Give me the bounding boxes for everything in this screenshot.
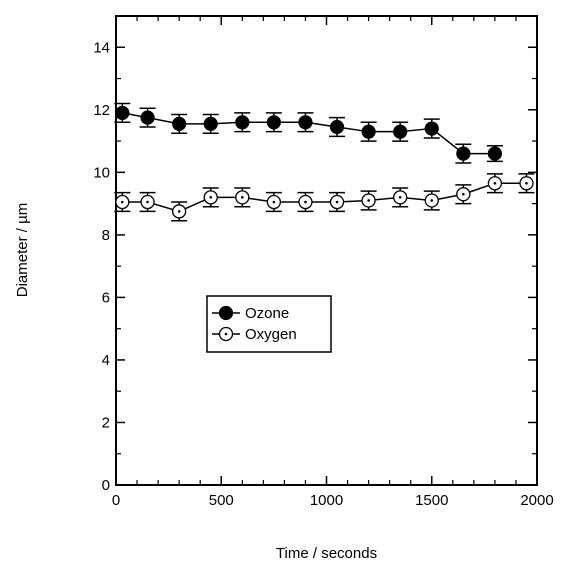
data-point	[487, 176, 503, 191]
data-point	[171, 204, 187, 219]
data-point	[203, 116, 218, 131]
plot-frame	[115, 15, 538, 486]
data-point	[235, 115, 250, 130]
data-point	[393, 124, 408, 139]
legend-marker	[218, 326, 234, 342]
series-layer	[114, 102, 535, 222]
legend: Ozone Oxygen	[206, 295, 332, 353]
y-tick-label: 6	[102, 289, 110, 306]
x-tick-label: 1000	[310, 492, 343, 509]
x-tick-label: 1500	[415, 492, 448, 509]
data-point	[361, 193, 376, 208]
data-point	[140, 110, 155, 125]
data-point	[456, 187, 471, 202]
data-point	[298, 115, 313, 130]
y-tick-label: 2	[102, 414, 110, 431]
y-tick-label: 10	[93, 164, 110, 181]
legend-label: Ozone	[245, 305, 289, 322]
data-point	[424, 121, 439, 136]
data-point	[329, 119, 345, 135]
data-point	[424, 193, 439, 208]
y-axis-title: Diameter / µm	[14, 203, 31, 298]
data-point	[487, 146, 502, 161]
legend-label: Oxygen	[245, 326, 297, 343]
y-axis: 0 2 4 6 8 10 12 14	[93, 39, 537, 494]
data-point	[519, 176, 534, 191]
x-axis-title: Time / seconds	[276, 545, 377, 562]
data-point	[115, 194, 130, 210]
data-point	[115, 105, 130, 121]
x-tick-label: 0	[112, 492, 120, 509]
legend-item-oxygen: Oxygen	[212, 326, 297, 343]
x-axis: 0 500 1000 1500 2000	[112, 16, 554, 509]
y-tick-label: 8	[102, 227, 110, 244]
legend-item-ozone: Ozone	[212, 305, 289, 322]
data-point	[329, 194, 345, 210]
data-point	[266, 194, 282, 210]
data-point	[266, 115, 281, 130]
data-point	[140, 194, 155, 210]
x-tick-label: 500	[209, 492, 234, 509]
data-point	[456, 146, 471, 161]
x-tick-label: 2000	[520, 492, 553, 509]
data-point	[203, 190, 218, 205]
legend-marker	[218, 305, 234, 321]
series-oxygen	[114, 173, 535, 222]
data-point	[172, 116, 187, 131]
series-ozone	[114, 102, 503, 164]
y-tick-label: 0	[102, 477, 110, 494]
y-tick-label: 14	[93, 39, 110, 56]
data-point	[393, 190, 408, 205]
data-point	[361, 124, 376, 139]
data-point	[298, 194, 313, 210]
y-tick-label: 12	[93, 102, 110, 119]
legend-box	[206, 295, 332, 353]
data-point	[235, 190, 250, 205]
y-tick-label: 4	[102, 352, 110, 369]
